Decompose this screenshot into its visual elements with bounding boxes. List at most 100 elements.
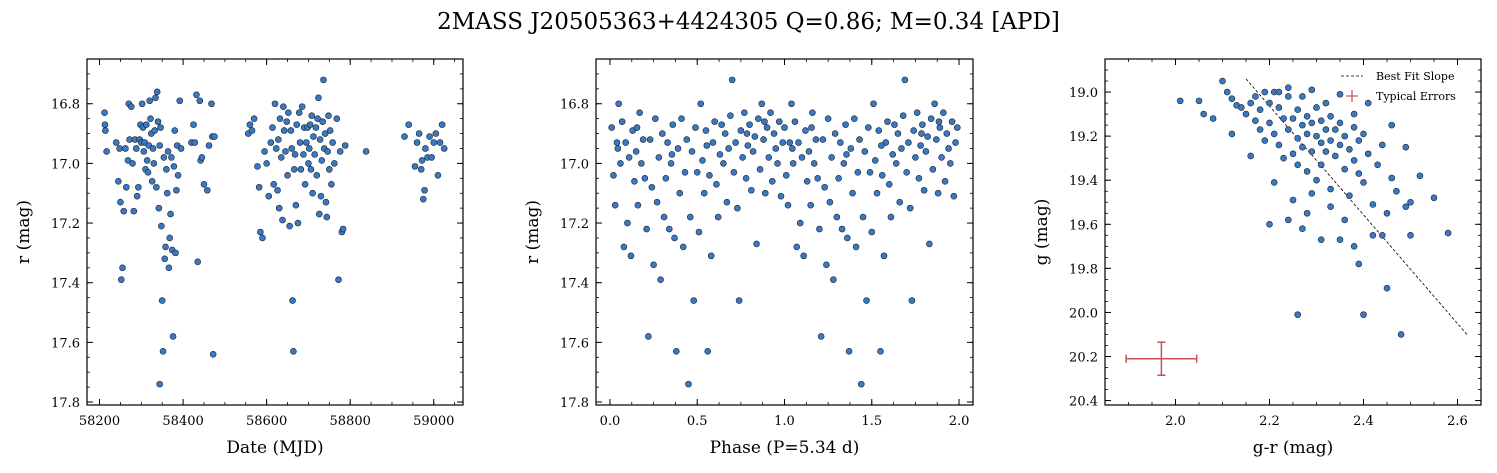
data-point bbox=[613, 139, 621, 146]
data-point bbox=[1350, 124, 1358, 131]
data-point bbox=[315, 94, 322, 102]
data-point bbox=[286, 222, 293, 230]
y-tick-label: 19.4 bbox=[1069, 174, 1098, 189]
data-point bbox=[190, 121, 197, 128]
data-point bbox=[1308, 148, 1316, 155]
data-point bbox=[421, 186, 428, 194]
data-point bbox=[143, 157, 151, 164]
data-point bbox=[1341, 165, 1348, 173]
data-point bbox=[672, 348, 680, 355]
data-point bbox=[436, 139, 444, 146]
data-point bbox=[303, 139, 310, 146]
data-point bbox=[1322, 126, 1330, 133]
data-point bbox=[905, 139, 912, 146]
data-point bbox=[301, 180, 309, 188]
data-point bbox=[918, 130, 925, 137]
data-point bbox=[1364, 99, 1372, 107]
data-point bbox=[153, 88, 161, 96]
data-point bbox=[318, 157, 326, 164]
data-point bbox=[322, 198, 330, 206]
data-point bbox=[935, 118, 943, 125]
data-point bbox=[307, 166, 315, 173]
data-point bbox=[170, 163, 178, 170]
data-point bbox=[1388, 121, 1395, 129]
data-point bbox=[1228, 130, 1236, 138]
data-point bbox=[200, 180, 208, 188]
data-point bbox=[864, 124, 872, 131]
data-point bbox=[706, 172, 713, 179]
data-point bbox=[164, 148, 172, 155]
data-point bbox=[885, 180, 893, 188]
data-point bbox=[669, 121, 677, 128]
data-point bbox=[856, 136, 863, 143]
data-point bbox=[854, 169, 862, 176]
data-point bbox=[413, 139, 421, 146]
data-point bbox=[653, 198, 661, 206]
data-point bbox=[1360, 311, 1367, 318]
data-point bbox=[1313, 176, 1320, 184]
data-point bbox=[793, 243, 801, 251]
data-point bbox=[1444, 229, 1452, 237]
data-point bbox=[608, 124, 616, 131]
data-point bbox=[163, 189, 171, 197]
data-point bbox=[953, 124, 961, 131]
data-point bbox=[1379, 141, 1386, 149]
data-point bbox=[120, 207, 128, 215]
data-point bbox=[707, 252, 715, 260]
data-point bbox=[845, 348, 853, 355]
data-point bbox=[326, 127, 334, 134]
data-point bbox=[271, 100, 279, 108]
data-point bbox=[720, 160, 727, 167]
data-point bbox=[1289, 196, 1297, 204]
data-point bbox=[922, 148, 930, 155]
data-point bbox=[641, 175, 649, 182]
data-point bbox=[1294, 161, 1301, 169]
data-point bbox=[261, 148, 268, 155]
data-point bbox=[1294, 311, 1301, 318]
data-point bbox=[693, 169, 701, 176]
y-axis-label: g (mag) bbox=[1032, 199, 1052, 266]
data-point bbox=[950, 192, 958, 200]
data-point bbox=[1294, 135, 1301, 142]
data-point bbox=[1336, 90, 1344, 98]
data-point bbox=[842, 121, 849, 128]
x-tick-label: 2.2 bbox=[1259, 414, 1280, 429]
x-tick-label: 0.0 bbox=[600, 414, 621, 429]
data-point bbox=[1303, 168, 1311, 175]
data-point bbox=[308, 112, 316, 119]
data-point bbox=[761, 118, 768, 125]
data-point bbox=[133, 192, 141, 200]
data-point bbox=[1247, 152, 1254, 160]
data-point bbox=[683, 136, 691, 143]
data-point bbox=[948, 118, 956, 125]
data-point bbox=[1383, 209, 1391, 217]
data-point bbox=[1350, 110, 1358, 118]
data-point bbox=[1327, 185, 1334, 193]
data-point bbox=[1299, 93, 1306, 100]
data-point bbox=[889, 151, 897, 158]
data-point bbox=[668, 151, 676, 158]
data-point bbox=[1393, 187, 1400, 195]
data-point bbox=[674, 145, 682, 152]
data-point bbox=[779, 139, 787, 146]
data-point bbox=[931, 100, 938, 108]
data-point bbox=[158, 222, 165, 230]
data-point bbox=[280, 103, 287, 111]
data-point bbox=[305, 160, 312, 167]
data-point bbox=[1355, 137, 1363, 144]
data-point bbox=[741, 109, 748, 116]
data-point bbox=[941, 177, 949, 185]
data-point bbox=[714, 213, 722, 221]
data-point bbox=[791, 118, 799, 125]
data-point bbox=[926, 240, 933, 248]
data-point bbox=[718, 121, 725, 128]
data-point bbox=[1275, 104, 1283, 111]
data-point bbox=[129, 160, 136, 167]
data-point bbox=[163, 166, 170, 173]
data-point bbox=[859, 213, 867, 221]
data-point bbox=[248, 127, 256, 134]
data-point bbox=[880, 252, 888, 260]
data-point bbox=[795, 139, 802, 146]
data-point bbox=[742, 175, 750, 182]
